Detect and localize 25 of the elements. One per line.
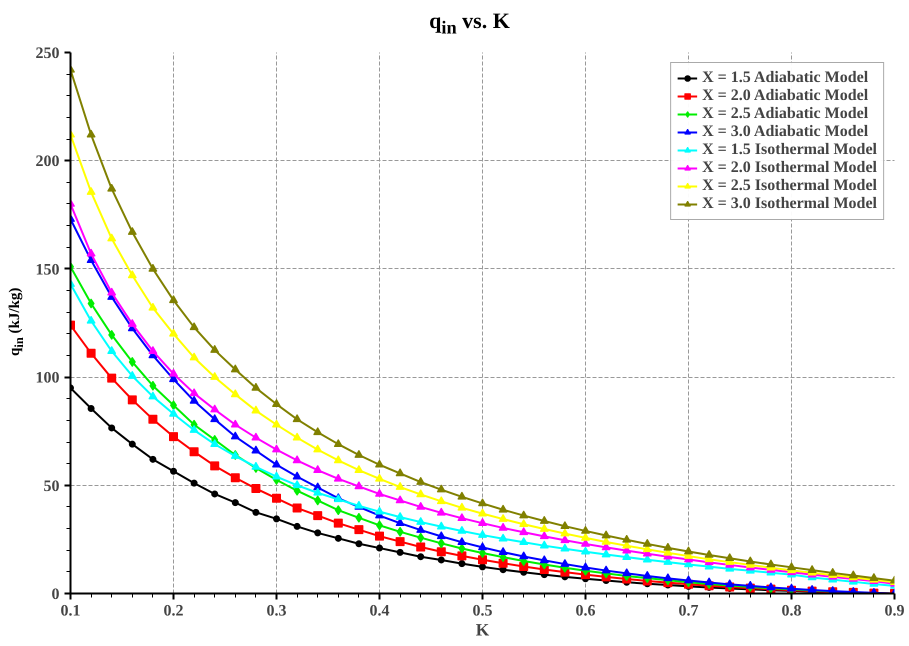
y-tick-label: 250 [36, 45, 60, 62]
x-tick-label: 0.5 [472, 602, 492, 620]
x-axis-title: K [476, 620, 490, 640]
y-tick-label: 150 [36, 261, 60, 278]
x-tick-label: 0.1 [60, 602, 80, 620]
legend-label: X = 3.0 Adiabatic Model [702, 123, 868, 141]
legend-label: X = 3.0 Isothermal Model [702, 195, 877, 213]
legend-label: X = 1.5 Isothermal Model [702, 141, 877, 159]
y-tick-label: 200 [36, 153, 60, 170]
chart-title: q$_{in}$ vs. K [429, 7, 510, 40]
x-tick-label: 0.2 [164, 602, 184, 620]
legend-label: X = 2.5 Adiabatic Model [702, 105, 868, 123]
x-tick-label: 0.3 [266, 602, 286, 620]
x-tick-label: 0.9 [884, 602, 904, 620]
x-tick-label: 0.8 [782, 602, 802, 620]
legend-label: X = 1.5 Adiabatic Model [702, 69, 868, 87]
legend-label: X = 2.0 Adiabatic Model [702, 87, 868, 105]
legend-label: X = 2.5 Isothermal Model [702, 177, 877, 195]
x-tick-label: 0.7 [678, 602, 698, 620]
y-tick-label: 100 [36, 370, 60, 387]
x-tick-label: 0.4 [370, 602, 390, 620]
y-tick-label: 50 [44, 478, 60, 495]
x-tick-label: 0.6 [576, 602, 596, 620]
y-tick-label: 0 [52, 586, 60, 603]
legend-label: X = 2.0 Isothermal Model [702, 159, 877, 177]
